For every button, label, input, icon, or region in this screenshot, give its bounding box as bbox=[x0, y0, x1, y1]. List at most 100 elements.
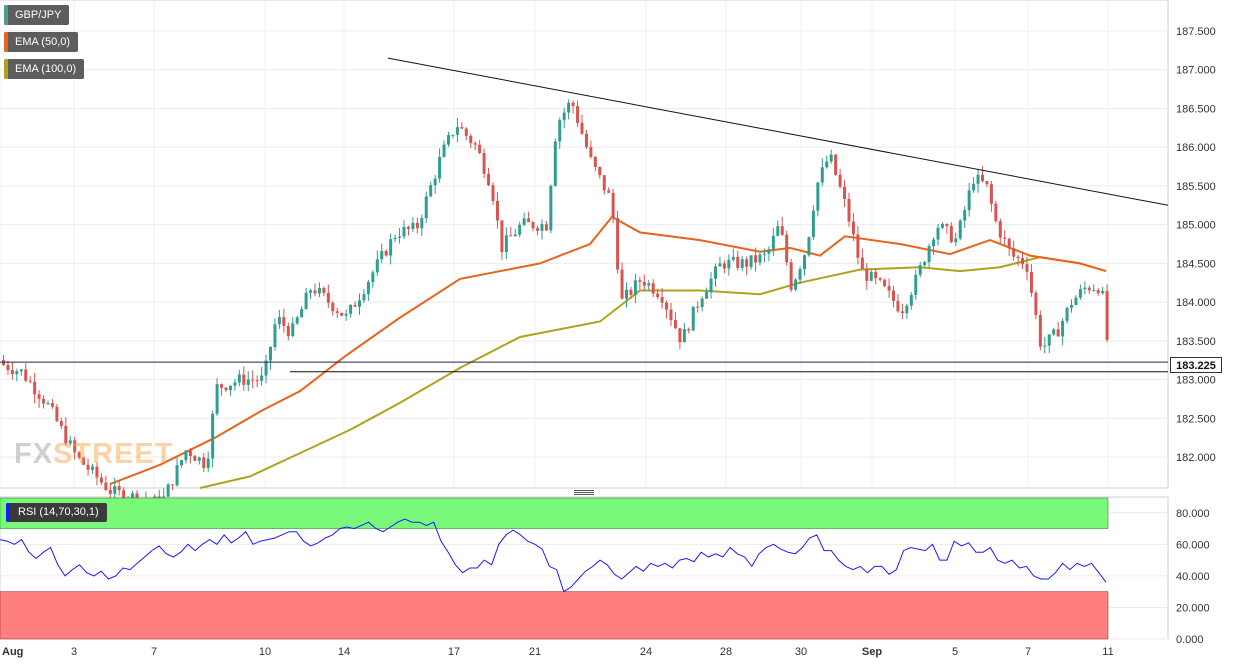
candle-body bbox=[1096, 289, 1100, 294]
candle-body bbox=[166, 484, 170, 497]
candle-body bbox=[807, 237, 811, 256]
candle-body bbox=[727, 259, 731, 269]
candle-body bbox=[869, 271, 873, 281]
candle-body bbox=[856, 234, 860, 258]
candle-body bbox=[251, 379, 255, 381]
candle-body bbox=[358, 300, 361, 307]
candle-body bbox=[878, 278, 882, 280]
candle-body bbox=[923, 262, 927, 266]
candle-body bbox=[656, 293, 660, 298]
candle-body bbox=[37, 394, 41, 399]
candle-body bbox=[175, 465, 179, 486]
candle-body bbox=[940, 224, 944, 228]
candle-body bbox=[220, 384, 224, 388]
candle-body bbox=[99, 477, 103, 483]
candle-body bbox=[1012, 248, 1016, 257]
legend-symbol[interactable]: GBP/JPY bbox=[4, 5, 70, 25]
candle-body bbox=[64, 425, 68, 444]
candle-body bbox=[892, 290, 895, 301]
candle-body bbox=[295, 317, 299, 324]
candle-body bbox=[469, 135, 473, 144]
candle-body bbox=[1003, 237, 1007, 239]
candle-body bbox=[375, 259, 379, 273]
candle-body bbox=[981, 174, 984, 182]
candle-body bbox=[73, 440, 77, 453]
legend-ema100[interactable]: EMA (100,0) bbox=[4, 59, 85, 79]
candle-body bbox=[536, 228, 539, 231]
candle-body bbox=[540, 224, 544, 231]
candle-body bbox=[1016, 256, 1020, 259]
candle-body bbox=[967, 190, 971, 211]
ema100-layer bbox=[199, 256, 1107, 489]
candle-body bbox=[202, 457, 206, 469]
candle-body bbox=[286, 325, 290, 337]
candle-body bbox=[19, 369, 23, 372]
candle-body bbox=[406, 226, 410, 229]
candle-body bbox=[825, 161, 829, 168]
candle-body bbox=[518, 224, 522, 235]
candle-body bbox=[780, 226, 784, 235]
candle-body bbox=[331, 302, 335, 312]
candle-body bbox=[1034, 292, 1038, 316]
candle-body bbox=[794, 279, 798, 290]
candle-body bbox=[762, 253, 766, 255]
ema100-swatch bbox=[4, 59, 8, 79]
candle-body bbox=[509, 235, 513, 237]
candle-body bbox=[598, 166, 602, 176]
rsi-y-tick-label: 0.000 bbox=[1176, 634, 1204, 646]
candle-body bbox=[215, 384, 219, 414]
candle-body bbox=[1078, 289, 1082, 298]
candle-body bbox=[366, 282, 370, 295]
candle-body bbox=[1083, 287, 1087, 290]
candle-body bbox=[117, 486, 121, 491]
candle-body bbox=[260, 375, 264, 381]
y-tick-label: 185.000 bbox=[1176, 220, 1216, 232]
candle-body bbox=[789, 262, 793, 290]
candle-body bbox=[696, 306, 700, 308]
panel-resize-handle[interactable] bbox=[574, 489, 594, 495]
candle-body bbox=[576, 106, 580, 123]
candle-body bbox=[651, 283, 655, 294]
rsi-y-tick-label: 40.000 bbox=[1176, 571, 1210, 583]
candle-body bbox=[838, 174, 842, 187]
x-tick-label: 11 bbox=[1102, 646, 1113, 658]
candle-body bbox=[745, 259, 749, 267]
y-tick-label: 184.000 bbox=[1176, 297, 1216, 309]
candle-body bbox=[55, 406, 59, 421]
candle-body bbox=[313, 290, 317, 294]
candle-body bbox=[233, 382, 237, 386]
legend-ema50[interactable]: EMA (50,0) bbox=[4, 32, 79, 52]
candle-body bbox=[380, 251, 384, 260]
candle-body bbox=[522, 218, 526, 225]
legend-symbol-label: GBP/JPY bbox=[15, 9, 62, 21]
price-grid bbox=[0, 0, 1168, 488]
candle-body bbox=[304, 292, 308, 310]
candle-body bbox=[562, 112, 566, 121]
candle-body bbox=[834, 154, 838, 175]
y-tick-label: 184.500 bbox=[1176, 258, 1216, 270]
candle-body bbox=[473, 143, 477, 145]
candle-body bbox=[829, 154, 833, 162]
candle-body bbox=[122, 490, 126, 502]
candle-body bbox=[945, 224, 949, 227]
candle-body bbox=[958, 220, 962, 239]
candle-body bbox=[50, 403, 54, 407]
candle-body bbox=[77, 452, 81, 458]
candle-body bbox=[273, 324, 277, 348]
candle-body bbox=[593, 156, 597, 167]
candle-body bbox=[843, 186, 847, 199]
candle-body bbox=[104, 482, 108, 490]
candle-body bbox=[171, 484, 175, 486]
candle-body bbox=[487, 173, 491, 186]
x-tick-label: 10 bbox=[259, 646, 271, 658]
legend-rsi[interactable]: RSI (14,70,30,1) bbox=[6, 503, 107, 522]
candle-body bbox=[495, 200, 499, 221]
candle-body bbox=[549, 185, 553, 231]
price-panel bbox=[0, 0, 1169, 489]
candle-body bbox=[602, 175, 606, 191]
candle-body bbox=[91, 466, 94, 470]
candle-body bbox=[1070, 305, 1073, 308]
x-tick-label: 3 bbox=[71, 646, 77, 658]
candle-body bbox=[1101, 291, 1105, 294]
